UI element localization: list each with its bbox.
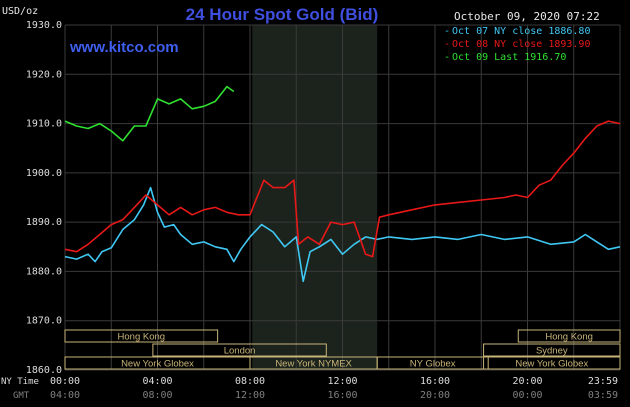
chart-title: 24 Hour Spot Gold (Bid): [186, 5, 379, 24]
x-axis-ticks: 00:00 04:00 04:00 08:00 08:00 12:00 12:00 16:00…: [50, 376, 618, 401]
y-tick-label: 1930.0: [26, 20, 62, 31]
timestamp: October 09, 2020 07:22: [454, 10, 600, 23]
series-oct07-line: [64, 186, 621, 283]
legend-item-oct09: Oct 09 Last 1916.70: [452, 52, 566, 63]
nymex-session-shade: [252, 25, 378, 370]
x-tick-gmt: 03:59: [588, 390, 618, 401]
unit-label: USD/oz: [2, 6, 38, 17]
y-tick-label: 1860.0: [26, 365, 62, 376]
x-tick-ny: 04:00: [142, 376, 172, 387]
market-session-label: New York Globex: [515, 359, 588, 370]
x-tick-gmt: 12:00: [235, 390, 265, 401]
y-tick-label: 1880.0: [26, 266, 62, 277]
market-session-box: [483, 343, 621, 357]
x-tick-ny: 00:00: [50, 376, 80, 387]
legend-marker-oct09: -: [444, 52, 450, 63]
market-session-box: [376, 356, 489, 370]
legend-marker-oct08: -: [444, 39, 450, 50]
market-session-box: [64, 329, 219, 343]
y-tick-label: 1920.0: [26, 69, 62, 80]
x-tick-gmt: 20:00: [420, 390, 450, 401]
market-session-label: New York NYMEX: [275, 359, 352, 370]
y-tick-label: 1910.0: [26, 119, 62, 130]
x-tick-ny: 23:59: [588, 376, 618, 387]
market-session-label: New York Globex: [121, 359, 194, 370]
market-session-label: NY Globex: [410, 359, 456, 370]
market-session-label: Hong Kong: [545, 332, 593, 343]
session-shade-layer: [252, 25, 378, 370]
legend-item-oct07: Oct 07 NY close 1886.80: [452, 26, 590, 37]
x-tick-ny: 20:00: [512, 376, 542, 387]
x-tick-gmt: 08:00: [142, 390, 172, 401]
market-session-box: [152, 343, 327, 357]
x-tick-ny: 12:00: [327, 376, 357, 387]
x-tick-gmt: 16:00: [327, 390, 357, 401]
legend-item-oct08: Oct 08 NY close 1893.90: [452, 39, 590, 50]
y-axis-ticks: 1930.0 1920.0 1910.0 1900.0 1890.0 1880.0 1870…: [26, 20, 62, 376]
market-session-box: [483, 356, 621, 370]
series-oct09-line: [64, 85, 235, 142]
y-tick-label: 1900.0: [26, 168, 62, 179]
y-tick-label: 1870.0: [26, 316, 62, 327]
series-oct08-line: [64, 120, 621, 258]
market-session-box: [517, 329, 621, 343]
market-session-label: London: [224, 346, 256, 357]
x-tick-gmt: 04:00: [50, 390, 80, 401]
series-layer: [64, 85, 621, 283]
market-session-label: Hong Kong: [118, 332, 166, 343]
market-session-label: Sydney: [536, 346, 568, 357]
x-tick-ny: 08:00: [235, 376, 265, 387]
ny-time-label: NY Time: [1, 377, 39, 387]
x-tick-ny: 16:00: [420, 376, 450, 387]
market-sessions: Hong Kong London New York Globex New York N…: [64, 329, 621, 370]
site-watermark: www.kitco.com: [69, 39, 179, 56]
gmt-label: GMT: [13, 391, 30, 401]
legend: - Oct 07 NY close 1886.80 - Oct 08 NY cl…: [444, 26, 590, 63]
y-tick-label: 1890.0: [26, 217, 62, 228]
x-tick-gmt: 00:00: [512, 390, 542, 401]
legend-marker-oct07: -: [444, 26, 450, 37]
